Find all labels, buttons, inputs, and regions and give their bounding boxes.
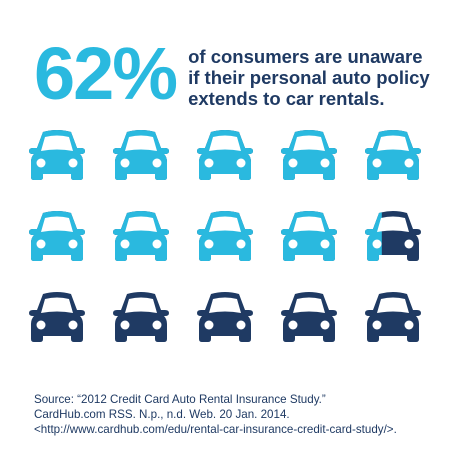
car-icon	[197, 130, 253, 180]
car-icon	[113, 130, 169, 180]
car-icon	[113, 292, 169, 342]
car-icon	[365, 211, 421, 261]
headline-line: of consumers are unaware	[188, 46, 423, 67]
headline-line: extends to car rentals.	[188, 88, 385, 109]
source-line: Source: “2012 Credit Card Auto Rental In…	[34, 393, 326, 406]
car-icon	[281, 292, 337, 342]
source-citation: Source: “2012 Credit Card Auto Rental In…	[34, 392, 397, 437]
car-pictogram-grid	[27, 126, 423, 348]
car-icon	[29, 292, 85, 342]
car-icon	[29, 130, 85, 180]
car-icon	[113, 211, 169, 261]
source-line: <http://www.cardhub.com/edu/rental-car-i…	[34, 423, 397, 436]
car-icon	[197, 211, 253, 261]
car-icon	[281, 211, 337, 261]
car-icon	[197, 292, 253, 342]
car-icon	[29, 211, 85, 261]
headline-text: of consumers are unaware if their person…	[188, 46, 430, 109]
percent-figure: 62%	[34, 32, 178, 115]
car-icon	[281, 130, 337, 180]
source-line: CardHub.com RSS. N.p., n.d. Web. 20 Jan.…	[34, 408, 290, 421]
headline-line: if their personal auto policy	[188, 67, 430, 88]
car-icon	[365, 292, 421, 342]
headline: 62% of consumers are unaware if their pe…	[34, 32, 430, 115]
car-icon	[365, 130, 421, 180]
